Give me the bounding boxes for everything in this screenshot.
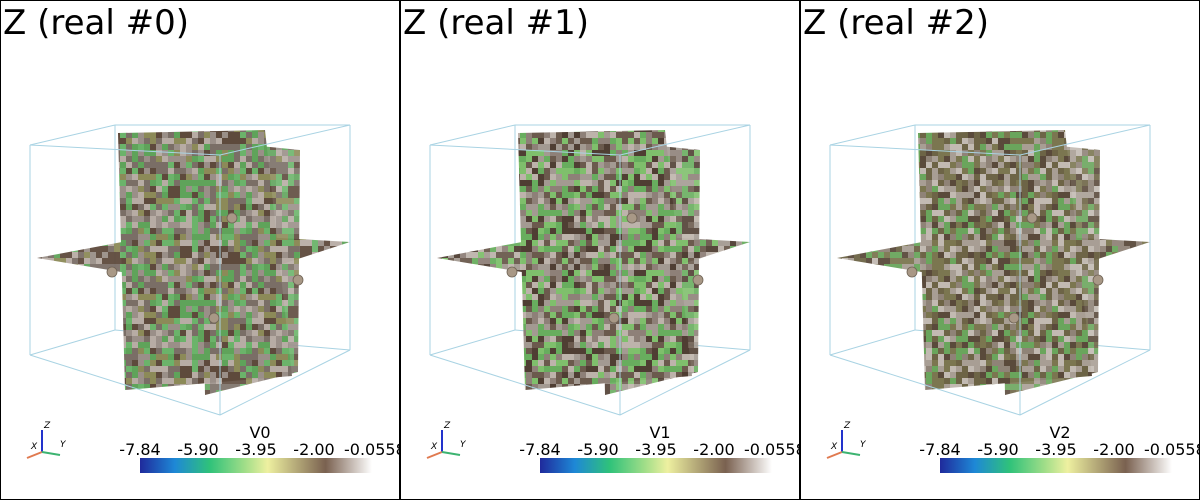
point-sphere <box>1008 312 1020 324</box>
point-sphere <box>106 266 118 278</box>
scalar-bar-title: V1 <box>649 423 670 442</box>
bounds-edge <box>829 124 916 146</box>
viewport: Z (real #1) Z X Y V1 -7.84 -5.90 -3.95 -2.00 -0.0… <box>400 0 806 500</box>
viewport-title: Z (real #0) <box>3 3 189 43</box>
bounds-edge <box>429 124 516 146</box>
axis-label: Y <box>860 440 867 450</box>
bounds-edge <box>829 144 1021 156</box>
point-sphere <box>1092 274 1104 286</box>
scalar-bar-title: V2 <box>1049 423 1070 442</box>
scalar-bar-label: -3.95 <box>635 440 676 459</box>
scalar-bar-label: -5.90 <box>577 440 618 459</box>
slice-plane <box>437 232 750 287</box>
axis-label: X <box>830 442 838 452</box>
scalar-bar <box>940 458 1172 473</box>
viewport-title: Z (real #2) <box>803 3 989 43</box>
scalar-bar-label: -3.95 <box>1035 440 1076 459</box>
scalar-bar-label: -2.00 <box>693 440 734 459</box>
bounds-edge <box>829 354 1021 416</box>
scalar-bar-label: -0.0558 <box>744 440 806 459</box>
bounds-edge <box>429 329 516 356</box>
bounds-edge <box>1019 349 1151 416</box>
scalar-bar-label: -7.84 <box>519 440 560 459</box>
bounds-edge <box>29 124 116 146</box>
bounds-edge <box>219 124 351 156</box>
axis-x <box>26 451 43 459</box>
point-sphere <box>208 312 220 324</box>
axis-label: X <box>430 442 438 452</box>
scalar-bar-label: -2.00 <box>1093 440 1134 459</box>
axis-x <box>826 451 843 459</box>
bounds-edge <box>1019 124 1151 156</box>
viewport: Z (real #2) Z X Y V2 -7.84 -5.90 -3.95 -2.00 -0.0… <box>800 0 1200 500</box>
scalar-bar-label: -5.90 <box>177 440 218 459</box>
point-sphere <box>626 212 638 224</box>
scalar-bar-label: -0.0558 <box>344 440 406 459</box>
scalar-bar <box>540 458 772 473</box>
point-sphere <box>292 274 304 286</box>
slice-plane <box>37 232 350 287</box>
axis-label: Y <box>460 440 467 450</box>
bounds-edge <box>29 354 221 416</box>
bounds-edge <box>829 329 916 356</box>
bounds-edge <box>429 144 621 156</box>
viewport-title: Z (real #1) <box>403 3 589 43</box>
point-sphere <box>226 212 238 224</box>
bounds-edge <box>219 349 351 416</box>
point-sphere <box>506 266 518 278</box>
scalar-bar-label: -5.90 <box>977 440 1018 459</box>
point-sphere <box>906 266 918 278</box>
axis-x <box>426 451 443 459</box>
bounds-edge <box>29 329 116 356</box>
bounds-edge <box>619 349 751 416</box>
slice-plane <box>837 232 1150 287</box>
axis-y <box>841 451 861 456</box>
scalar-bar-label: -2.00 <box>293 440 334 459</box>
axis-y <box>441 451 461 456</box>
point-sphere <box>608 312 620 324</box>
scalar-bar-title: V0 <box>249 423 270 442</box>
scalar-bar-label: -3.95 <box>235 440 276 459</box>
viewport: Z (real #0) Z X Y V0 -7.84 -5.90 -3.95 -2.00 -0.0… <box>0 0 406 500</box>
point-sphere <box>1026 212 1038 224</box>
axis-y <box>41 451 61 456</box>
axis-label: X <box>30 442 38 452</box>
axis-label: Z <box>443 421 451 431</box>
bounds-edge <box>429 354 621 416</box>
axis-label: Z <box>843 421 851 431</box>
axis-label: Z <box>43 421 51 431</box>
axis-label: Y <box>60 440 67 450</box>
scalar-bar <box>140 458 372 473</box>
scalar-bar-label: -7.84 <box>919 440 960 459</box>
scalar-bar-label: -0.0558 <box>1144 440 1200 459</box>
scalar-bar-label: -7.84 <box>119 440 160 459</box>
point-sphere <box>692 274 704 286</box>
bounds-edge <box>619 124 751 156</box>
bounds-edge <box>29 144 221 156</box>
